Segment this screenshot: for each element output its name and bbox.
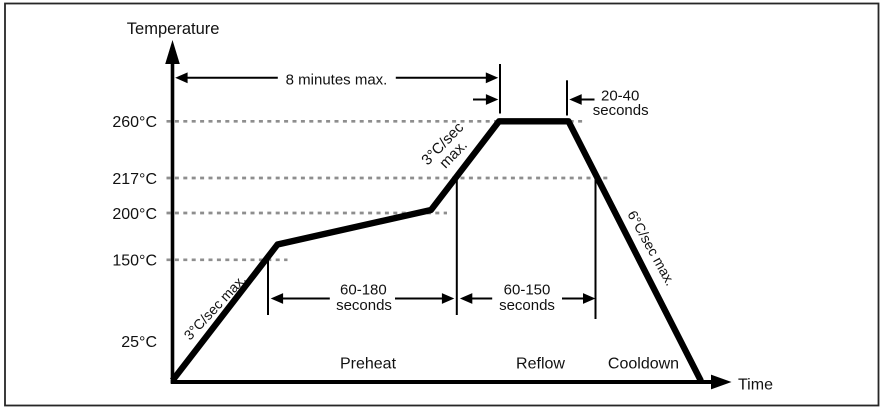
svg-text:Cooldown: Cooldown [608,356,679,373]
svg-text:150°C: 150°C [112,253,157,270]
svg-text:260°C: 260°C [112,114,157,131]
svg-text:200°C: 200°C [112,206,157,223]
svg-text:Temperature: Temperature [127,20,220,38]
svg-text:60-180: 60-180 [340,282,387,299]
svg-text:217°C: 217°C [112,171,157,188]
svg-text:Time: Time [738,377,773,394]
svg-text:8 minutes max.: 8 minutes max. [286,71,388,88]
svg-text:20-40: 20-40 [601,87,639,104]
svg-text:25°C: 25°C [121,334,157,351]
svg-text:Preheat: Preheat [340,356,397,373]
svg-text:seconds: seconds [499,297,555,314]
svg-text:Reflow: Reflow [516,356,565,373]
svg-text:60-150: 60-150 [504,282,551,299]
svg-text:seconds: seconds [336,297,392,314]
svg-text:seconds: seconds [593,102,649,119]
